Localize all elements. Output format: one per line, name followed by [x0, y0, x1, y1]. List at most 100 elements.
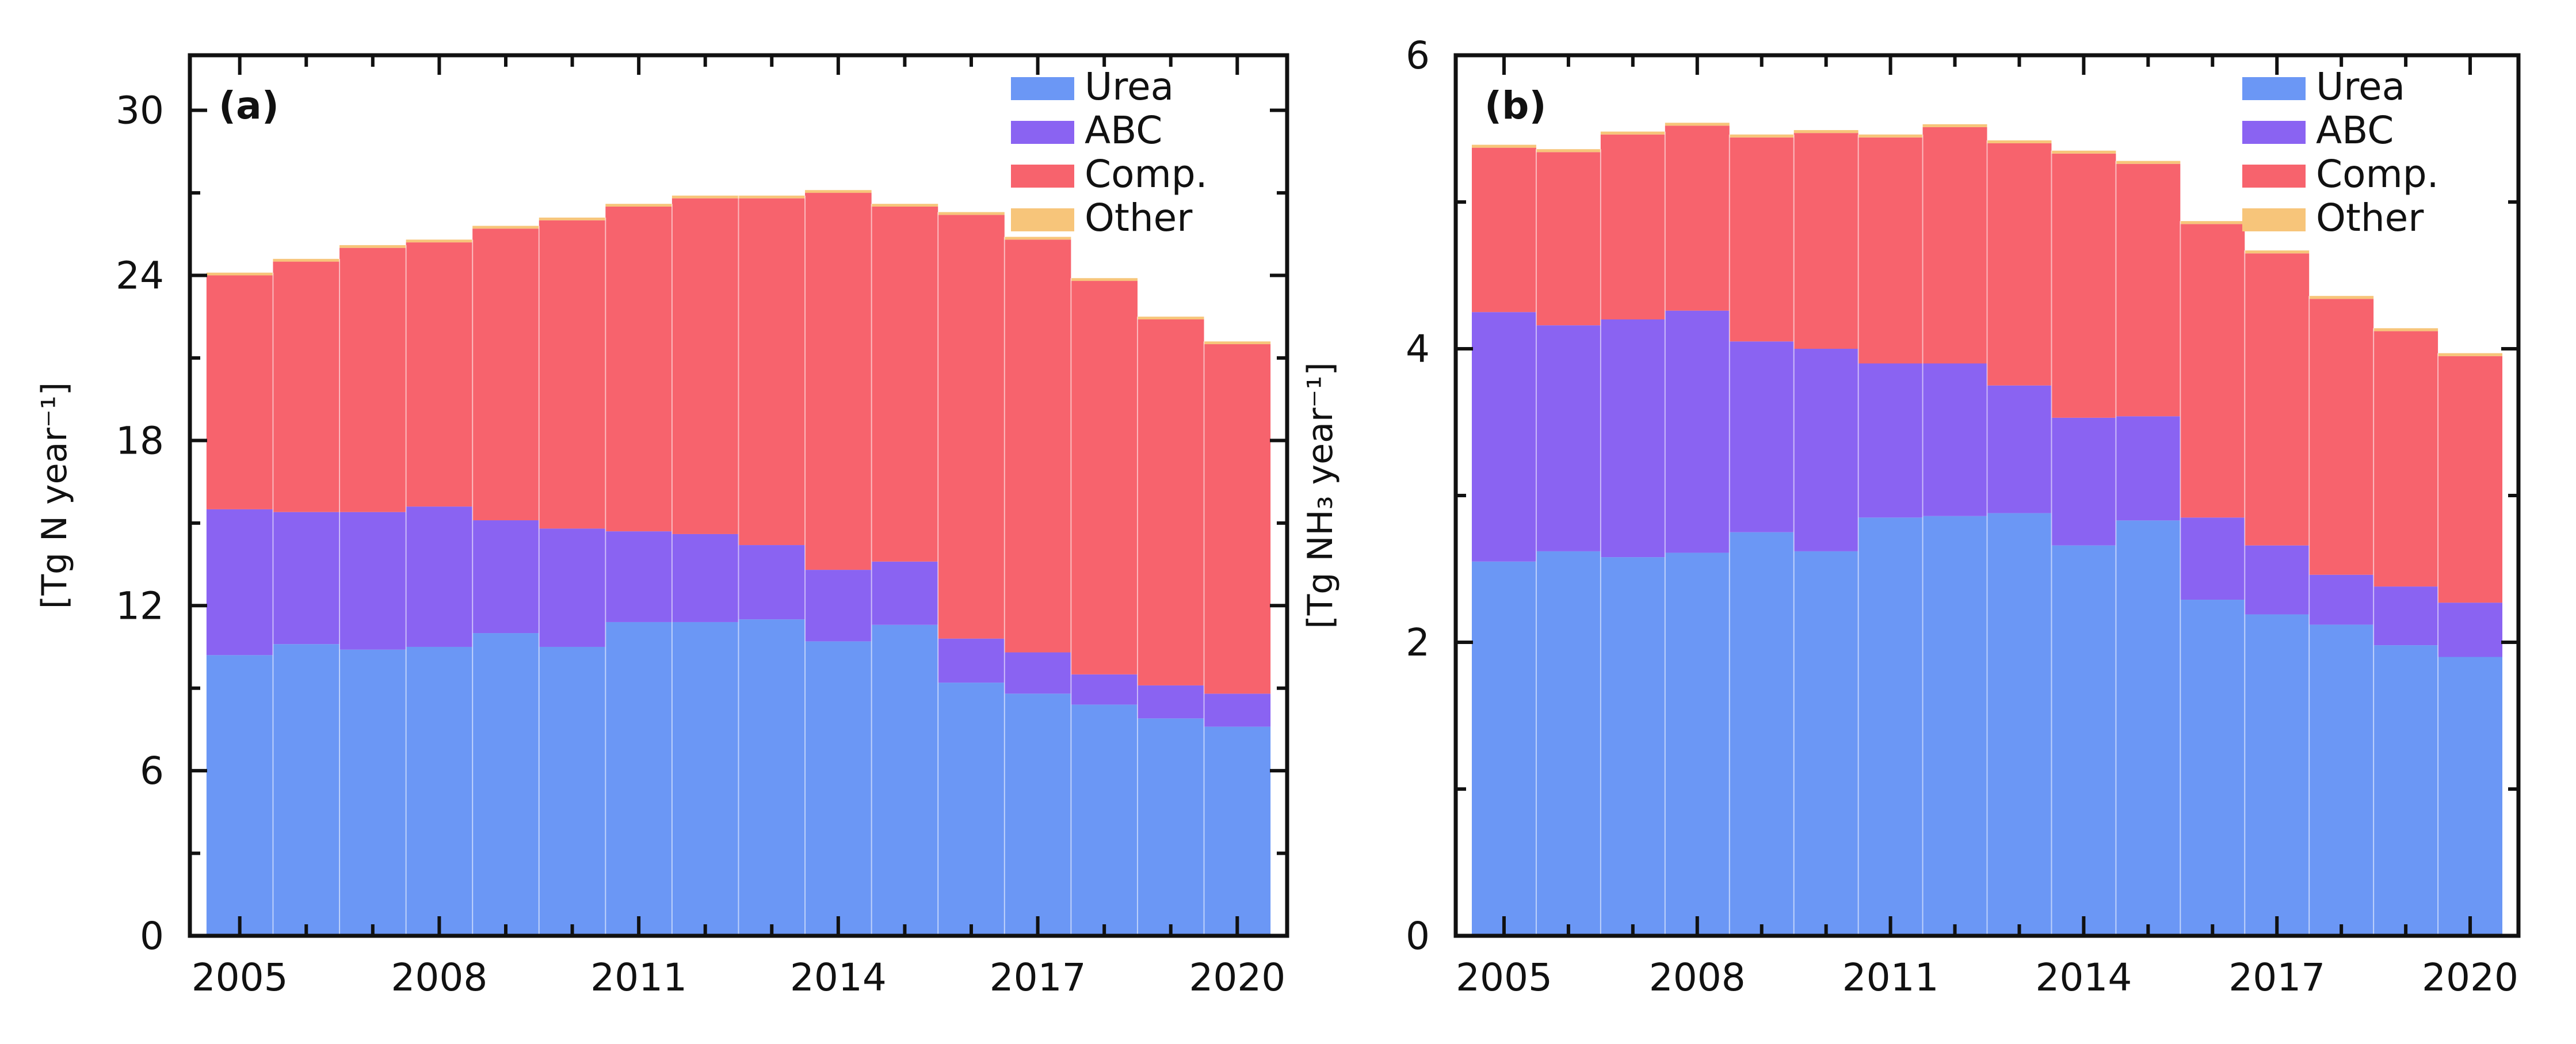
bar-abc-2010 — [539, 528, 606, 647]
panel-label: (b) — [1484, 83, 1547, 128]
bar-comp-2007 — [339, 247, 406, 512]
bar-abc-2018 — [2309, 574, 2374, 625]
bar-comp-2010 — [539, 220, 606, 529]
bar-abc-2008 — [406, 506, 473, 647]
y-tick-label: 6 — [140, 749, 164, 793]
bar-comp-2019 — [2373, 331, 2438, 587]
bar-urea-2015 — [871, 624, 938, 936]
bar-comp-2018 — [2309, 299, 2374, 575]
x-tick-label: 2020 — [1189, 955, 1285, 1000]
bar-urea-2020 — [1204, 726, 1271, 936]
plot-frame — [188, 53, 1289, 938]
bar-comp-2006 — [273, 261, 340, 512]
bar-other-2010 — [539, 218, 606, 220]
legend-label-other: Other — [2316, 196, 2424, 240]
bar-abc-2009 — [1729, 341, 1794, 532]
bar-other-2018 — [1071, 278, 1138, 281]
y-tick-label: 4 — [1406, 327, 1430, 371]
bar-comp-2016 — [938, 215, 1005, 639]
bar-abc-2012 — [1922, 363, 1987, 516]
bar-other-2017 — [2245, 250, 2310, 254]
x-tick-label: 2008 — [1649, 955, 1746, 1000]
bar-other-2007 — [339, 245, 406, 248]
bar-abc-2015 — [871, 561, 938, 625]
bar-urea-2007 — [1600, 557, 1665, 936]
bar-other-2014 — [805, 190, 872, 193]
bar-other-2011 — [605, 204, 672, 207]
bar-other-2016 — [2180, 221, 2245, 224]
bar-abc-2017 — [1004, 652, 1071, 694]
bar-urea-2019 — [1137, 718, 1204, 936]
bar-comp-2006 — [1536, 152, 1601, 326]
bar-abc-2014 — [2051, 417, 2116, 546]
chart-panel-a: 0 6 12 18 24 30 2005 2008 2011 2014 2017 2020 [Tg N … — [35, 53, 1289, 1000]
bar-urea-2008 — [406, 646, 473, 936]
bar-other-2012 — [1922, 124, 1987, 127]
bar-abc-2019 — [1137, 685, 1204, 719]
bar-comp-2016 — [2180, 224, 2245, 518]
x-tick-label: 2005 — [1456, 955, 1552, 1000]
bar-comp-2008 — [406, 242, 473, 507]
legend-label-abc: ABC — [1085, 108, 1162, 153]
bar-other-2009 — [1729, 134, 1794, 138]
bar-other-2015 — [871, 204, 938, 207]
bar-abc-2010 — [1793, 349, 1858, 551]
legend-swatch-abc — [2242, 121, 2306, 144]
legend-label-urea: Urea — [2316, 64, 2405, 109]
bar-other-2008 — [1665, 123, 1730, 126]
x-tick-label: 2017 — [990, 955, 1086, 1000]
bar-abc-2014 — [805, 570, 872, 642]
legend-swatch-comp — [1011, 165, 1074, 188]
bar-urea-2011 — [1858, 517, 1923, 936]
bar-comp-2015 — [2116, 163, 2181, 417]
bar-urea-2012 — [671, 622, 739, 936]
bar-urea-2007 — [339, 649, 406, 936]
bar-abc-2008 — [1665, 310, 1730, 553]
legend-swatch-urea — [1011, 77, 1074, 100]
bar-urea-2019 — [2373, 645, 2438, 936]
bar-abc-2006 — [1536, 325, 1601, 551]
bar-other-2009 — [472, 226, 539, 229]
bar-urea-2016 — [938, 683, 1005, 936]
bar-urea-2006 — [273, 644, 340, 936]
bar-abc-2009 — [472, 520, 539, 634]
bar-other-2013 — [1987, 140, 2052, 143]
bar-urea-2012 — [1922, 516, 1987, 936]
bar-abc-2017 — [2245, 545, 2310, 615]
bar-abc-2020 — [2438, 603, 2503, 657]
bar-comp-2015 — [871, 206, 938, 562]
bar-urea-2017 — [1004, 694, 1071, 936]
bar-abc-2005 — [1471, 312, 1536, 562]
bar-other-2010 — [1793, 130, 1858, 134]
bar-other-2020 — [1204, 341, 1271, 345]
y-tick-label: 18 — [116, 418, 164, 463]
bar-abc-2011 — [605, 531, 672, 622]
y-tick-label: 24 — [116, 254, 164, 298]
bar-urea-2017 — [2245, 614, 2310, 936]
x-tick-label: 2014 — [2035, 955, 2132, 1000]
y-tick-label: 0 — [140, 914, 164, 958]
bar-urea-2011 — [605, 622, 672, 936]
bar-abc-2016 — [938, 638, 1005, 683]
y-axis-title: [Tg NH₃ year⁻¹] — [1300, 362, 1341, 628]
bar-comp-2010 — [1793, 133, 1858, 349]
bar-other-2005 — [206, 272, 273, 276]
bar-abc-2015 — [2116, 416, 2181, 521]
bar-other-2019 — [2373, 328, 2438, 332]
bar-comp-2007 — [1600, 134, 1665, 319]
bar-urea-2015 — [2116, 520, 2181, 936]
x-tick-label: 2005 — [192, 955, 288, 1000]
legend-label-urea: Urea — [1085, 64, 1174, 109]
bar-comp-2012 — [1922, 127, 1987, 364]
bar-urea-2010 — [1793, 551, 1858, 936]
bar-abc-2020 — [1204, 694, 1271, 727]
bar-comp-2011 — [1858, 137, 1923, 364]
y-tick-label: 6 — [1406, 33, 1430, 78]
bar-urea-2014 — [2051, 545, 2116, 936]
bar-comp-2008 — [1665, 125, 1730, 311]
bar-urea-2005 — [1471, 561, 1536, 936]
bar-comp-2020 — [2438, 356, 2503, 603]
bar-urea-2016 — [2180, 600, 2245, 936]
bar-comp-2020 — [1204, 344, 1271, 694]
y-tick-label: 2 — [1406, 620, 1430, 665]
